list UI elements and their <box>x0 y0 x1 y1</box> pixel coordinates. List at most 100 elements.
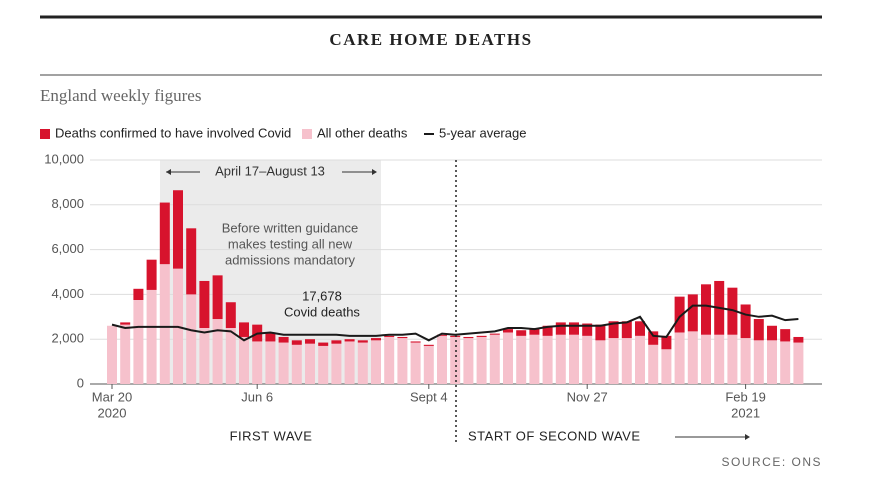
bar-segment <box>146 289 157 384</box>
bar-segment <box>503 332 513 384</box>
bar-segment <box>199 328 210 384</box>
bar-segment <box>516 330 527 336</box>
x-tick-label: Nov 27 <box>567 389 608 404</box>
y-tick-label: 6,000 <box>51 241 84 256</box>
bar-segment <box>423 345 434 384</box>
bar-segment <box>450 335 461 337</box>
y-tick-label: 10,000 <box>44 151 84 166</box>
bar-segment <box>265 341 276 384</box>
x-tick-label: Sept 4 <box>410 389 448 404</box>
bar-segment <box>608 338 619 384</box>
bar-segment <box>463 338 474 384</box>
bar-segment <box>384 336 395 384</box>
bar-segment <box>357 340 368 343</box>
bar-segment <box>503 329 513 333</box>
bar-segment <box>687 294 698 332</box>
bar-segment <box>608 321 619 339</box>
bar-segment <box>529 328 540 335</box>
bar-segment <box>780 329 791 342</box>
bar-segment <box>212 319 223 384</box>
arrow-head <box>166 169 171 175</box>
bar-segment <box>740 304 751 339</box>
bar-segment <box>701 284 711 335</box>
guidance-note: makes testing all new <box>228 236 353 251</box>
bar-segment <box>635 335 645 384</box>
bar-segment <box>542 335 553 384</box>
second-wave-label: START OF SECOND WAVE <box>468 428 641 443</box>
guidance-note: admissions mandatory <box>225 252 356 267</box>
x-year-label: 2021 <box>731 405 760 420</box>
bar-segment <box>186 294 197 384</box>
covid-total: 17,678 <box>302 288 342 303</box>
bar-segment <box>173 190 183 269</box>
bar-segment <box>727 287 738 335</box>
legend-label: Deaths confirmed to have involved Covid <box>55 125 291 140</box>
bar-segment <box>252 341 263 384</box>
bar-segment <box>701 334 711 384</box>
bar-segment <box>661 335 672 350</box>
bar-segment <box>371 338 381 341</box>
bar-segment <box>305 343 315 384</box>
bar-segment <box>727 334 738 384</box>
bar-segment <box>767 340 777 384</box>
bar-segment <box>397 336 408 339</box>
bar-segment <box>753 319 764 341</box>
y-tick-label: 4,000 <box>51 286 84 301</box>
bar-segment <box>318 342 329 346</box>
bar-segment <box>371 340 381 384</box>
bar-segment <box>555 334 566 384</box>
bar-segment <box>542 325 553 336</box>
y-tick-label: 8,000 <box>51 196 84 211</box>
bar-segment <box>423 344 434 346</box>
x-tick-label: Jun 6 <box>241 389 273 404</box>
guidance-note: Before written guidance <box>222 220 359 235</box>
bar-segment <box>648 344 659 384</box>
bar-segment <box>225 302 236 328</box>
bar-segment <box>318 345 329 384</box>
y-tick-label: 2,000 <box>51 331 84 346</box>
period-label: April 17–August 13 <box>215 163 325 178</box>
bar-segment <box>146 259 157 290</box>
bar-segment <box>397 338 408 384</box>
bar-segment <box>410 342 421 384</box>
bar-segment <box>344 339 355 342</box>
bar-segment <box>331 343 342 384</box>
bar-segment <box>344 341 355 384</box>
arrow-head <box>745 434 750 440</box>
bar-segment <box>463 336 474 339</box>
bar-segment <box>186 228 197 295</box>
bar-segment <box>437 334 447 336</box>
bar-segment <box>621 338 632 384</box>
bar-segment <box>291 344 302 384</box>
bar-segment <box>529 334 540 384</box>
bar-segment <box>437 335 447 384</box>
bar-segment <box>331 340 342 344</box>
legend: Deaths confirmed to have involved Covid A… <box>40 125 526 140</box>
bar-segment <box>450 336 461 384</box>
bar-segment <box>753 340 764 384</box>
bar-segment <box>595 324 606 341</box>
bar-segment <box>569 334 579 384</box>
bar-segment <box>674 296 685 333</box>
subtitle: England weekly figures <box>40 86 201 105</box>
bar-segment <box>159 202 170 265</box>
covid-total-label: Covid deaths <box>284 304 360 319</box>
bar-segment <box>239 336 249 384</box>
legend-label: 5-year average <box>439 125 526 140</box>
bar-segment <box>133 300 144 384</box>
bar-segment <box>648 331 659 345</box>
bar-segment <box>793 342 804 384</box>
average-line <box>111 304 799 342</box>
first-wave-label: FIRST WAVE <box>230 428 313 443</box>
bar-segment <box>674 332 685 384</box>
bar-segment <box>489 333 500 335</box>
bar-segment <box>476 335 487 337</box>
arrow-head <box>372 169 377 175</box>
bar-segment <box>133 288 144 300</box>
bar-segment <box>384 335 395 337</box>
source: SOURCE: ONS <box>721 455 822 469</box>
bar-segment <box>291 340 302 345</box>
bar-segment <box>740 338 751 384</box>
